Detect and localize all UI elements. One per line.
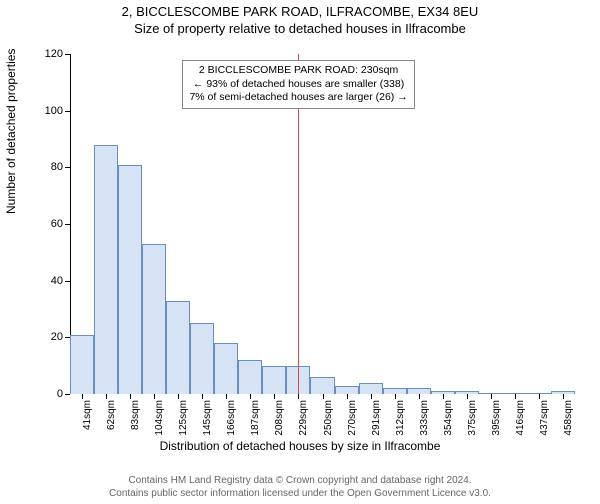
annotation-box: 2 BICCLESCOMBE PARK ROAD: 230sqm← 93% of… xyxy=(182,60,414,109)
x-tick-label: 125sqm xyxy=(178,400,189,440)
histogram-bar xyxy=(70,335,94,395)
x-tick xyxy=(539,394,540,399)
histogram-bar xyxy=(166,301,190,395)
x-tick xyxy=(443,394,444,399)
y-tick-label: 120 xyxy=(15,48,63,60)
x-tick-label: 208sqm xyxy=(274,400,285,440)
y-tick-label: 100 xyxy=(15,105,63,117)
x-tick-label: 229sqm xyxy=(298,400,309,440)
x-tick-label: 166sqm xyxy=(226,400,237,440)
y-tick xyxy=(65,394,70,395)
y-tick xyxy=(65,54,70,55)
histogram-bar xyxy=(214,343,238,394)
histogram-bar xyxy=(142,244,166,394)
footer-line1: Contains HM Land Registry data © Crown c… xyxy=(0,475,600,488)
histogram-bar xyxy=(118,165,142,395)
y-tick xyxy=(65,111,70,112)
y-tick-label: 40 xyxy=(15,275,63,287)
x-tick-label: 458sqm xyxy=(563,400,574,440)
chart-container: 2, BICCLESCOMBE PARK ROAD, ILFRACOMBE, E… xyxy=(0,4,600,504)
x-tick-label: 375sqm xyxy=(467,400,478,440)
x-tick xyxy=(274,394,275,399)
x-tick xyxy=(323,394,324,399)
x-tick-label: 291sqm xyxy=(371,400,382,440)
x-axis-label: Distribution of detached houses by size … xyxy=(0,439,600,453)
x-tick xyxy=(395,394,396,399)
histogram-bar xyxy=(359,383,383,394)
y-tick xyxy=(65,167,70,168)
histogram-bar xyxy=(190,323,214,394)
footer-line2: Contains public sector information licen… xyxy=(0,488,600,501)
y-tick-label: 60 xyxy=(15,218,63,230)
x-tick-label: 145sqm xyxy=(202,400,213,440)
footer-attribution: Contains HM Land Registry data © Crown c… xyxy=(0,475,600,500)
x-tick xyxy=(202,394,203,399)
x-tick xyxy=(419,394,420,399)
y-tick-label: 20 xyxy=(15,331,63,343)
x-tick xyxy=(515,394,516,399)
plot-area: 02040608010012041sqm62sqm83sqm104sqm125s… xyxy=(70,54,575,394)
x-tick-label: 187sqm xyxy=(250,400,261,440)
annotation-line3: 7% of semi-detached houses are larger (2… xyxy=(189,91,407,105)
x-tick xyxy=(491,394,492,399)
x-tick xyxy=(347,394,348,399)
x-tick-label: 416sqm xyxy=(515,400,526,440)
x-tick-label: 270sqm xyxy=(347,400,358,440)
x-tick-label: 395sqm xyxy=(491,400,502,440)
x-tick xyxy=(250,394,251,399)
x-tick-label: 104sqm xyxy=(154,400,165,440)
x-tick-label: 62sqm xyxy=(106,400,117,440)
y-tick xyxy=(65,224,70,225)
histogram-bar xyxy=(310,377,334,394)
x-tick-label: 312sqm xyxy=(395,400,406,440)
annotation-line1: 2 BICCLESCOMBE PARK ROAD: 230sqm xyxy=(189,64,407,78)
histogram-bar xyxy=(94,145,118,394)
y-tick-label: 80 xyxy=(15,161,63,173)
x-tick xyxy=(467,394,468,399)
x-tick-label: 83sqm xyxy=(130,400,141,440)
annotation-line2: ← 93% of detached houses are smaller (33… xyxy=(189,78,407,92)
x-tick xyxy=(178,394,179,399)
title-address: 2, BICCLESCOMBE PARK ROAD, ILFRACOMBE, E… xyxy=(0,4,600,19)
x-tick-label: 41sqm xyxy=(82,400,93,440)
x-tick-label: 437sqm xyxy=(539,400,550,440)
histogram-bar xyxy=(238,360,262,394)
x-tick xyxy=(154,394,155,399)
x-tick xyxy=(563,394,564,399)
x-tick-label: 250sqm xyxy=(323,400,334,440)
x-tick xyxy=(298,394,299,399)
histogram-bar xyxy=(335,386,359,395)
x-tick-label: 354sqm xyxy=(443,400,454,440)
title-subtitle: Size of property relative to detached ho… xyxy=(0,21,600,36)
y-axis-label: Number of detached properties xyxy=(4,49,18,214)
x-tick xyxy=(226,394,227,399)
x-tick xyxy=(82,394,83,399)
histogram-bar xyxy=(262,366,286,394)
y-tick-label: 0 xyxy=(15,388,63,400)
x-tick-label: 333sqm xyxy=(419,400,430,440)
x-tick xyxy=(130,394,131,399)
x-tick xyxy=(371,394,372,399)
x-tick xyxy=(106,394,107,399)
y-tick xyxy=(65,281,70,282)
